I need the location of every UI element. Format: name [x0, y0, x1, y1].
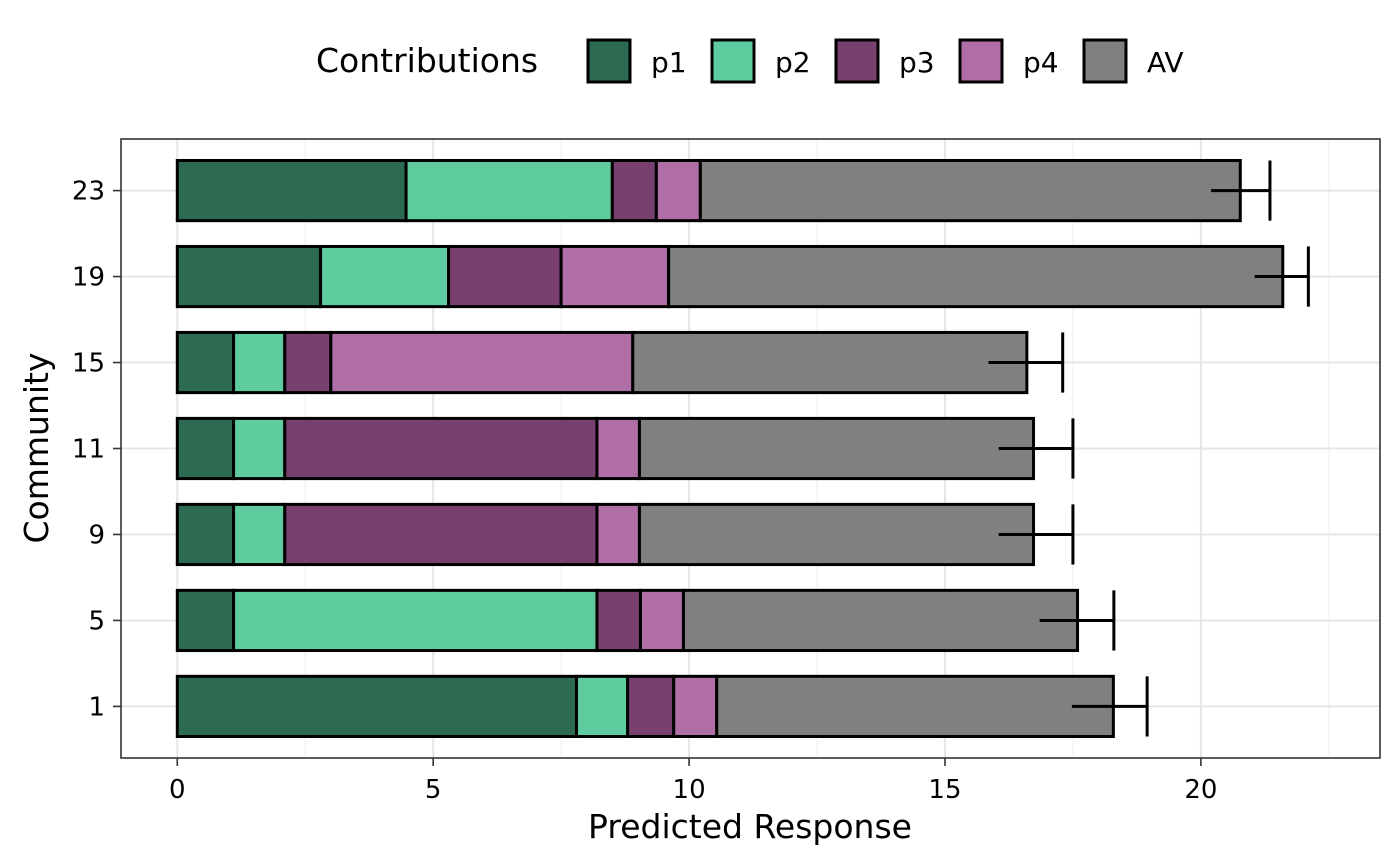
bar-segment-p3-community-23 — [610, 158, 658, 223]
bar-segment-p2-community-11 — [232, 416, 287, 481]
bar-segment-p4-community-23 — [654, 158, 702, 223]
legend-label-AV: AV — [1147, 46, 1184, 79]
bar-segment-p2-community-15 — [232, 330, 287, 395]
bar-segment-p4-community-9 — [595, 502, 641, 567]
bar-segment-p1-community-1 — [175, 674, 578, 739]
x-tick-label: 20 — [1184, 775, 1217, 805]
legend-label-p2: p2 — [775, 46, 811, 79]
legend-key-p4 — [958, 38, 1004, 84]
y-tick-label: 9 — [88, 520, 105, 550]
bar-segment-AV-community-11 — [637, 416, 1036, 481]
bar-segment-p4-community-15 — [329, 330, 635, 395]
y-tick-label: 5 — [88, 606, 105, 636]
bar-segment-p3-community-9 — [283, 502, 599, 567]
y-tick-label: 1 — [88, 692, 105, 722]
bar-segment-p4-community-5 — [638, 588, 685, 653]
y-tick-label: 23 — [72, 177, 105, 207]
bar-segment-p3-community-11 — [283, 416, 599, 481]
bar-segment-AV-community-19 — [667, 244, 1285, 309]
bar-segment-AV-community-23 — [698, 158, 1242, 223]
legend-title: Contributions — [316, 41, 538, 80]
bar-segment-p1-community-5 — [175, 588, 236, 653]
bar-segment-AV-community-9 — [637, 502, 1036, 567]
legend-key-p1 — [586, 38, 632, 84]
bar-segment-AV-community-15 — [631, 330, 1029, 395]
x-axis-title: Predicted Response — [588, 807, 912, 846]
legend-label-p3: p3 — [899, 46, 935, 79]
legend: Contributions p1 p2 p3 p4 AV — [316, 38, 1184, 84]
bar-segment-p1-community-15 — [175, 330, 236, 395]
bar-segment-p4-community-1 — [672, 674, 719, 739]
x-tick-label: 5 — [425, 775, 442, 805]
bar-segment-p2-community-19 — [319, 244, 451, 309]
x-axis: 0 5 10 15 20 — [169, 758, 1217, 805]
y-tick-label: 19 — [72, 263, 105, 293]
legend-key-p3 — [834, 38, 880, 84]
bar-segment-p2-community-5 — [232, 588, 599, 653]
y-tick-label: 11 — [72, 435, 105, 465]
legend-key-AV — [1082, 38, 1128, 84]
x-tick-label: 0 — [169, 775, 186, 805]
bar-segment-p1-community-19 — [175, 244, 323, 309]
bar-segment-p1-community-11 — [175, 416, 236, 481]
x-tick-label: 10 — [673, 775, 706, 805]
x-tick-label: 15 — [928, 775, 961, 805]
bar-segment-p3-community-19 — [447, 244, 563, 309]
legend-key-p2 — [710, 38, 756, 84]
bar-segment-p3-community-1 — [626, 674, 676, 739]
bar-segment-AV-community-5 — [681, 588, 1080, 653]
bar-segment-AV-community-1 — [715, 674, 1115, 739]
bar-segment-p3-community-15 — [283, 330, 333, 395]
y-axis-title: Community — [17, 353, 56, 544]
bar-segment-p1-community-9 — [175, 502, 236, 567]
bar-segment-p4-community-11 — [595, 416, 641, 481]
bar-segment-p3-community-5 — [595, 588, 642, 653]
bars — [175, 158, 1285, 739]
bar-segment-p4-community-19 — [559, 244, 671, 309]
bar-segment-p2-community-23 — [404, 158, 614, 223]
legend-label-p1: p1 — [651, 46, 687, 79]
error-bars — [988, 160, 1310, 737]
bar-segment-p1-community-23 — [175, 158, 408, 223]
bar-segment-p2-community-1 — [574, 674, 630, 739]
legend-label-p4: p4 — [1023, 46, 1059, 79]
y-tick-label: 15 — [72, 349, 105, 379]
bar-segment-p2-community-9 — [232, 502, 287, 567]
